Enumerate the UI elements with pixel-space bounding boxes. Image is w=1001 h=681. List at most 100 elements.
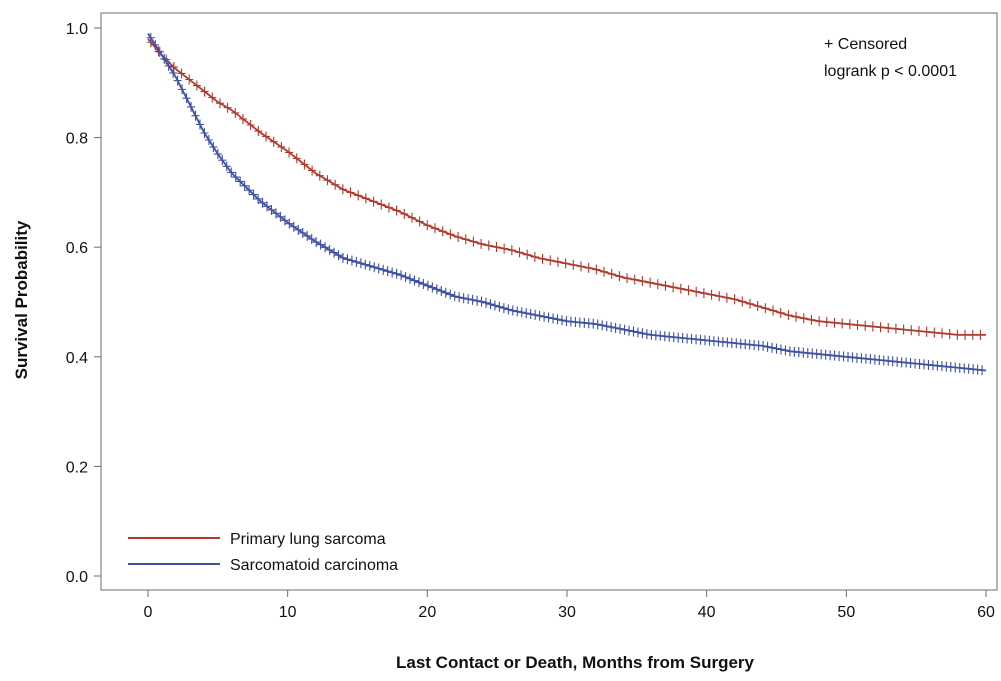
series-line-primary-lung-sarcoma [147,38,986,336]
x-tick-label: 60 [977,604,995,621]
censor-mark [661,280,670,291]
censor-mark [254,126,263,137]
x-tick-label: 30 [558,604,576,621]
censor-mark [185,74,194,85]
censor-mark [249,189,258,200]
censor-mark [178,84,187,95]
censor-mark [146,32,155,43]
censor-mark [914,326,923,337]
censor-mark [151,39,160,50]
censor-mark [638,328,647,339]
censor-mark [343,254,352,265]
censor-mark [321,242,330,253]
censor-mark [838,318,847,329]
censor-mark [388,267,397,278]
censor-mark [204,135,213,146]
censor-mark [876,322,885,333]
censor-mark [454,232,463,243]
censor-mark [213,149,222,160]
censor-mark [759,340,768,351]
censor-mark [459,293,468,304]
censor-mark [469,236,478,247]
censor-mark [254,193,263,204]
censor-mark [781,345,790,356]
censor-mark [258,197,267,208]
censor-mark [432,284,441,295]
censor-mark [507,245,516,256]
censor-mark [623,273,632,284]
censor-mark [815,316,824,327]
censor-mark [450,291,459,302]
censor-mark [784,310,793,321]
censor-mark [277,141,286,152]
legend-label-primary-lung-sarcoma: Primary lung sarcoma [230,531,386,548]
censor-mark [684,285,693,296]
censor-mark [192,80,201,91]
censor-mark [307,234,316,245]
censor-mark [938,328,946,339]
censor-mark [495,301,504,312]
censor-mark [615,271,624,282]
censor-mark [593,319,602,330]
censor-mark [607,269,616,280]
censor-mark [401,272,410,283]
censor-mark [549,313,558,324]
censor-mark [477,238,486,249]
x-tick-label: 50 [837,604,855,621]
censor-mark [868,321,877,332]
x-tick-label: 0 [144,604,153,621]
censor-mark [209,142,218,153]
censor-mark [646,277,655,288]
series-sarcomatoid-carcinoma [146,32,987,376]
censor-mark [715,291,724,302]
censor-mark [807,314,816,325]
censor-mark [769,305,778,316]
plot-frame [100,12,998,591]
censor-mark [492,242,501,253]
censor-mark [276,211,285,222]
censor-mark [438,226,447,237]
censor-mark [589,318,598,329]
axes-layer: 0 10 20 30 40 50 60 0.0 0.2 0.4 0.6 0.8 1.0 [66,12,998,621]
censor-mark [431,223,440,234]
censor-mark [315,170,324,181]
censor-mark [517,307,526,318]
censor-mark [227,167,236,178]
censor-mark [486,299,495,310]
censor-mark [557,315,566,326]
censor-mark [231,107,240,118]
censor-mark [354,190,363,201]
censor-mark [300,159,309,170]
legend-label-sarcomatoid-carcinoma: Sarcomatoid carcinoma [230,557,398,574]
censor-mark [776,307,785,318]
x-axis-label: Last Contact or Death, Months from Surge… [396,653,755,672]
censor-mark [446,289,455,300]
censor-mark [423,280,432,291]
censor-mark [446,229,455,240]
censor-mark [861,320,870,331]
censor-mark [215,98,224,109]
censor-mark [271,208,280,219]
censor-mark [365,260,374,271]
censor-mark [584,262,593,273]
censor-mark [822,317,831,327]
censor-mark [768,342,777,353]
x-tick-label: 10 [279,604,297,621]
censor-mark [231,172,240,183]
censor-mark [553,256,562,267]
censor-mark [629,326,638,337]
censor-mark [397,270,406,281]
censor-mark [515,247,524,258]
censor-mark [428,282,437,293]
censor-mark [968,329,977,340]
series-layer [146,32,987,376]
censor-mark [530,251,539,262]
y-tick-label: 0.6 [66,240,88,257]
censor-mark [223,102,232,113]
censor-mark [461,234,470,245]
censor-mark [891,323,900,334]
censor-mark [316,239,325,250]
censor-mark [978,365,987,376]
censor-mark [600,266,609,277]
censor-mark [642,329,651,340]
